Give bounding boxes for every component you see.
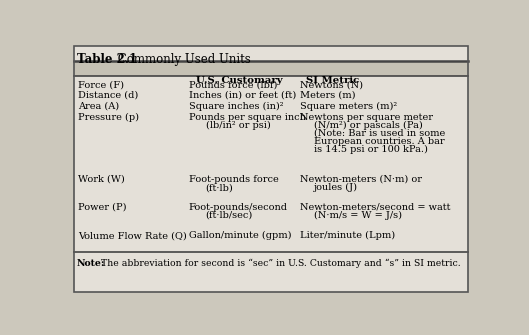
Bar [74, 61, 468, 76]
Text: Table 2.1: Table 2.1 [77, 53, 137, 66]
Text: (Note: Bar is used in some: (Note: Bar is used in some [314, 129, 445, 138]
Text: Area (A): Area (A) [78, 102, 119, 111]
Text: Newtons (N): Newtons (N) [300, 80, 363, 89]
Text: Newton-meters/second = watt: Newton-meters/second = watt [300, 203, 451, 212]
Text: European countries. A bar: European countries. A bar [314, 137, 445, 146]
Text: U.S. Customary: U.S. Customary [196, 76, 283, 85]
Text: (lb/in² or psi): (lb/in² or psi) [206, 121, 270, 130]
Text: (N·m/s = W = J/s): (N·m/s = W = J/s) [314, 211, 402, 220]
Text: The abbreviation for second is “sec” in U.S. Customary and “s” in SI metric.: The abbreviation for second is “sec” in … [98, 259, 461, 268]
Text: (ft·lb): (ft·lb) [206, 183, 233, 192]
Text: (N/m²) or pascals (Pa): (N/m²) or pascals (Pa) [314, 121, 423, 130]
Text: Foot-pounds/second: Foot-pounds/second [188, 203, 288, 212]
Text: Gallon/minute (gpm): Gallon/minute (gpm) [188, 231, 291, 240]
Text: SI Metric: SI Metric [306, 76, 360, 85]
Text: Volume Flow Rate (Q): Volume Flow Rate (Q) [78, 231, 187, 240]
Text: (ft·lb/sec): (ft·lb/sec) [206, 211, 253, 220]
Text: Pressure (p): Pressure (p) [78, 113, 139, 122]
Text: Work (W): Work (W) [78, 175, 124, 184]
Text: Foot-pounds force: Foot-pounds force [188, 175, 278, 184]
Text: Inches (in) or feet (ft): Inches (in) or feet (ft) [188, 91, 296, 100]
Text: Liter/minute (Lpm): Liter/minute (Lpm) [300, 231, 395, 240]
Text: Power (P): Power (P) [78, 203, 126, 212]
Text: Distance (d): Distance (d) [78, 91, 138, 100]
Text: Square meters (m)²: Square meters (m)² [300, 102, 397, 111]
Text: is 14.5 psi or 100 kPa.): is 14.5 psi or 100 kPa.) [314, 145, 428, 154]
Text: Note:: Note: [77, 259, 105, 268]
Text: Meters (m): Meters (m) [300, 91, 355, 100]
Text: Square inches (in)²: Square inches (in)² [188, 102, 283, 111]
Text: Newton-meters (N·m) or: Newton-meters (N·m) or [300, 175, 422, 184]
Text: Commonly Used Units: Commonly Used Units [114, 53, 251, 66]
Text: joules (J): joules (J) [314, 183, 358, 192]
Text: Pounds per square inch: Pounds per square inch [188, 113, 305, 122]
Text: Force (F): Force (F) [78, 80, 124, 89]
Text: Newtons per square meter: Newtons per square meter [300, 113, 433, 122]
Text: Pounds force (lbf): Pounds force (lbf) [188, 80, 277, 89]
